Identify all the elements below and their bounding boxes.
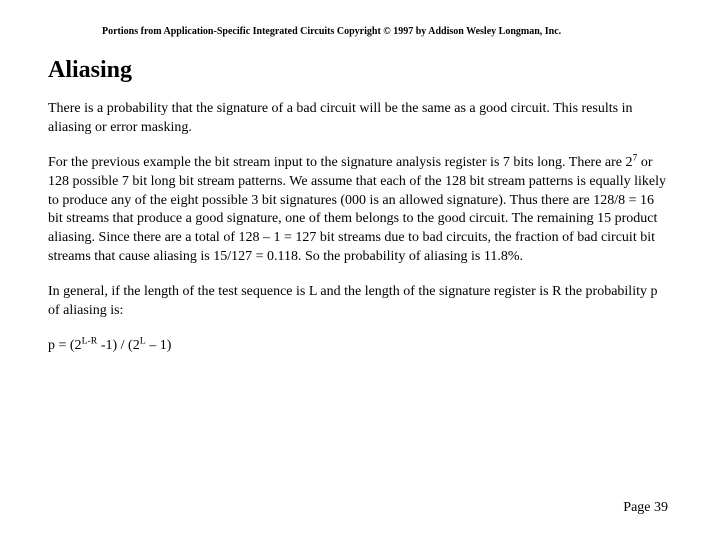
paragraph-3: In general, if the length of the test se… [48, 283, 672, 321]
paragraph-2: For the previous example the bit stream … [48, 154, 672, 267]
page-number: Page 39 [623, 500, 668, 516]
formula-b: -1) / (2 [97, 338, 139, 353]
copyright-line: Portions from Application-Specific Integ… [102, 26, 672, 37]
p2-part-b: or 128 possible 7 bit long bit stream pa… [48, 155, 666, 264]
formula-sup1: L-R [82, 335, 98, 346]
page: Portions from Application-Specific Integ… [0, 0, 720, 540]
paragraph-1: There is a probability that the signatur… [48, 100, 672, 138]
formula: p = (2L-R -1) / (2L – 1) [48, 337, 672, 356]
formula-c: – 1) [146, 338, 172, 353]
p2-part-a: For the previous example the bit stream … [48, 155, 633, 170]
page-title: Aliasing [48, 57, 672, 84]
formula-a: p = (2 [48, 338, 82, 353]
